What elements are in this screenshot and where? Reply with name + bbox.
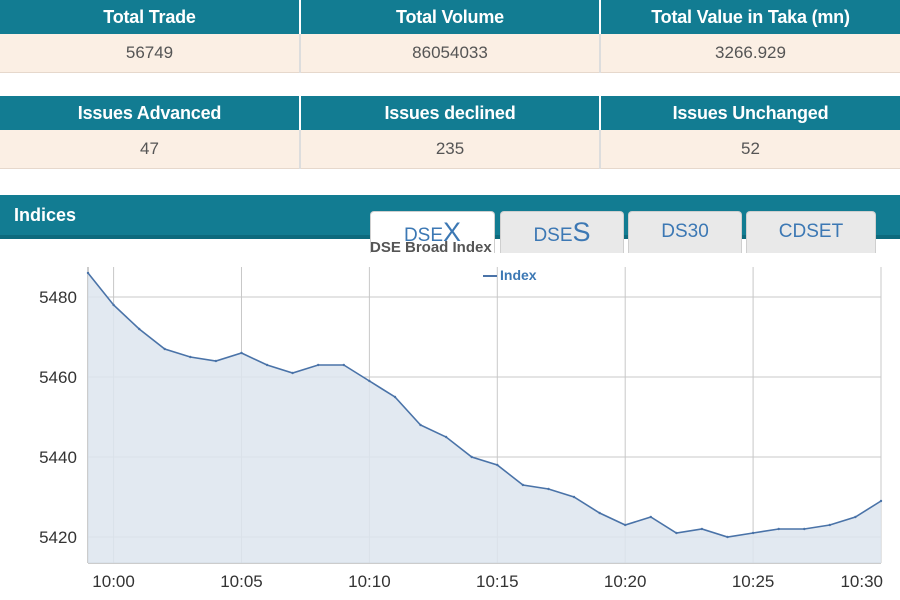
tab-dses-prefix: DSE — [533, 225, 573, 246]
data-point — [444, 435, 448, 439]
legend-label-index: Index — [500, 267, 537, 283]
indices-title: Indices — [14, 205, 77, 225]
data-point — [419, 423, 422, 427]
data-point — [342, 363, 345, 367]
data-point — [624, 523, 627, 527]
total-trade-header: Total Trade — [0, 0, 301, 34]
data-point — [368, 379, 371, 383]
data-point — [547, 487, 550, 491]
tab-dses-suffix: S — [572, 217, 591, 247]
index-chart: 5420 5440 5460 5480 10:00 10:05 10:10 10:15 10:2… — [39, 267, 883, 591]
tab-dses[interactable]: DSES — [500, 211, 624, 253]
data-point — [828, 523, 831, 527]
issues-unchanged-header: Issues Unchanged — [600, 96, 900, 130]
data-point — [496, 463, 499, 467]
data-point — [777, 527, 780, 531]
x-tick-label: 10:25 — [732, 572, 775, 591]
data-point — [521, 483, 525, 487]
x-tick-label: 10:10 — [348, 572, 391, 591]
chart-legend[interactable]: Index — [483, 267, 537, 283]
tab-dsex[interactable]: DSEX — [370, 211, 495, 253]
data-point — [291, 371, 294, 375]
data-point — [598, 511, 601, 515]
issues-advanced-header: Issues Advanced — [0, 96, 301, 130]
issues-declined-header: Issues declined — [300, 96, 601, 130]
data-point — [317, 363, 320, 367]
total-value-value: 3266.929 — [600, 34, 900, 73]
data-point — [751, 531, 755, 535]
total-volume-header: Total Volume — [300, 0, 601, 34]
data-point — [240, 351, 243, 355]
y-tick-label: 5480 — [39, 288, 77, 307]
tab-cdset[interactable]: CDSET — [746, 211, 876, 253]
x-tick-label: 10:20 — [604, 572, 647, 591]
legend-swatch — [483, 275, 497, 278]
data-point — [700, 527, 704, 531]
chart-title: DSE Broad Index — [370, 239, 492, 256]
tab-dsex-suffix: X — [443, 217, 462, 247]
y-tick-label: 5460 — [39, 368, 77, 387]
data-point — [214, 359, 218, 363]
issues-declined-value: 235 — [300, 130, 601, 169]
data-point — [726, 535, 729, 539]
data-point — [803, 527, 806, 531]
data-point — [854, 515, 857, 519]
x-tick-label: 10:15 — [476, 572, 519, 591]
data-point — [675, 531, 678, 535]
data-point — [138, 327, 141, 331]
y-tick-label: 5420 — [39, 528, 77, 547]
data-point — [86, 271, 90, 275]
x-tick-label: 10:00 — [92, 572, 135, 591]
total-volume-value: 86054033 — [300, 34, 601, 73]
series-line-index — [87, 272, 882, 538]
issues-summary-table: Issues Advanced Issues declined Issues U… — [0, 96, 900, 169]
data-point — [470, 455, 473, 459]
issues-unchanged-value: 52 — [600, 130, 900, 169]
trade-summary-table: Total Trade Total Volume Total Value in … — [0, 0, 900, 73]
data-point — [879, 499, 883, 503]
data-point — [649, 515, 652, 519]
x-tick-label: 10:05 — [220, 572, 263, 591]
total-trade-value: 56749 — [0, 34, 301, 73]
issues-advanced-value: 47 — [0, 130, 301, 169]
y-tick-label: 5440 — [39, 448, 77, 467]
data-point — [189, 355, 192, 359]
tab-ds30[interactable]: DS30 — [628, 211, 742, 253]
total-value-header: Total Value in Taka (mn) — [600, 0, 900, 34]
data-point — [572, 495, 576, 499]
data-point — [393, 395, 397, 399]
tab-dsex-prefix: DSE — [403, 225, 444, 246]
x-tick-label: 10:30 — [840, 572, 883, 591]
data-point — [163, 347, 166, 351]
data-point — [265, 363, 269, 367]
series-area-index — [88, 273, 881, 563]
data-point — [112, 303, 115, 307]
